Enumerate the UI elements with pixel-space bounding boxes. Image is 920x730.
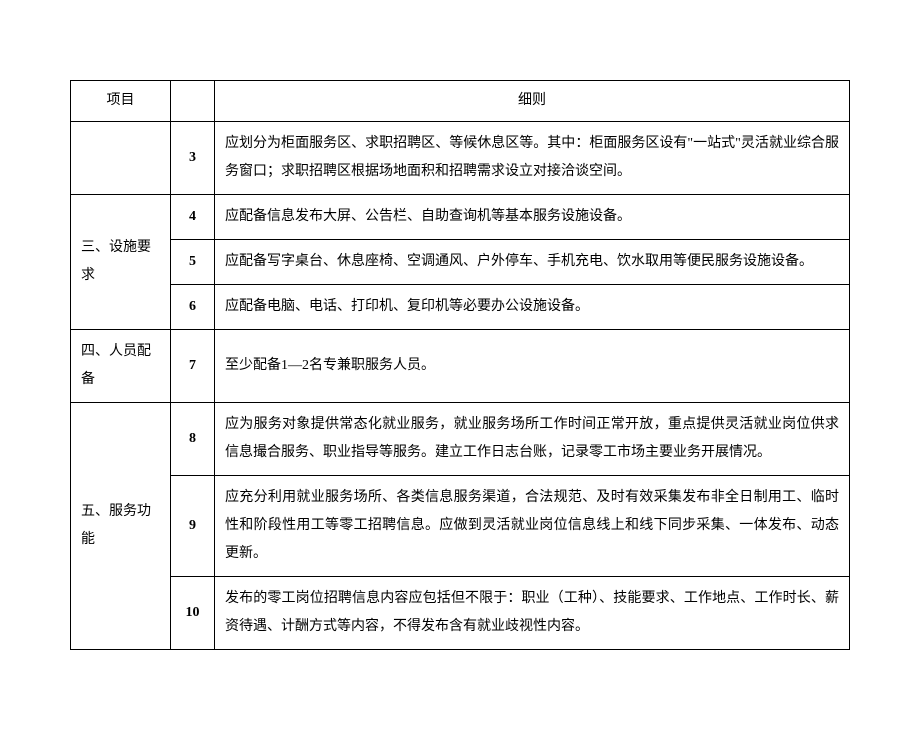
- table-row: 五、服务功能 8 应为服务对象提供常态化就业服务，就业服务场所工作时间正常开放，…: [71, 403, 850, 476]
- project-cell: 四、人员配备: [71, 330, 171, 403]
- table-row: 3 应划分为柜面服务区、求职招聘区、等候休息区等。其中：柜面服务区设有"一站式"…: [71, 122, 850, 195]
- table-row: 5 应配备写字桌台、休息座椅、空调通风、户外停车、手机充电、饮水取用等便民服务设…: [71, 240, 850, 285]
- num-cell: 10: [171, 577, 215, 650]
- detail-cell: 应为服务对象提供常态化就业服务，就业服务场所工作时间正常开放，重点提供灵活就业岗…: [215, 403, 850, 476]
- project-cell: [71, 122, 171, 195]
- header-row: 项目 细则: [71, 81, 850, 122]
- header-detail: 细则: [215, 81, 850, 122]
- detail-cell: 发布的零工岗位招聘信息内容应包括但不限于：职业（工种）、技能要求、工作地点、工作…: [215, 577, 850, 650]
- table-row: 三、设施要求 4 应配备信息发布大屏、公告栏、自助查询机等基本服务设施设备。: [71, 195, 850, 240]
- num-cell: 3: [171, 122, 215, 195]
- header-num-blank: [171, 81, 215, 122]
- detail-cell: 应配备电脑、电话、打印机、复印机等必要办公设施设备。: [215, 285, 850, 330]
- project-cell: 三、设施要求: [71, 195, 171, 330]
- table-row: 9 应充分利用就业服务场所、各类信息服务渠道，合法规范、及时有效采集发布非全日制…: [71, 476, 850, 577]
- num-cell: 4: [171, 195, 215, 240]
- detail-cell: 应配备信息发布大屏、公告栏、自助查询机等基本服务设施设备。: [215, 195, 850, 240]
- num-cell: 7: [171, 330, 215, 403]
- num-cell: 8: [171, 403, 215, 476]
- table-row: 四、人员配备 7 至少配备1—2名专兼职服务人员。: [71, 330, 850, 403]
- table-row: 10 发布的零工岗位招聘信息内容应包括但不限于：职业（工种）、技能要求、工作地点…: [71, 577, 850, 650]
- detail-cell: 应划分为柜面服务区、求职招聘区、等候休息区等。其中：柜面服务区设有"一站式"灵活…: [215, 122, 850, 195]
- table-row: 6 应配备电脑、电话、打印机、复印机等必要办公设施设备。: [71, 285, 850, 330]
- detail-cell: 应配备写字桌台、休息座椅、空调通风、户外停车、手机充电、饮水取用等便民服务设施设…: [215, 240, 850, 285]
- detail-cell: 至少配备1—2名专兼职服务人员。: [215, 330, 850, 403]
- num-cell: 6: [171, 285, 215, 330]
- project-cell: 五、服务功能: [71, 403, 171, 650]
- header-project: 项目: [71, 81, 171, 122]
- spec-table: 项目 细则 3 应划分为柜面服务区、求职招聘区、等候休息区等。其中：柜面服务区设…: [70, 80, 850, 650]
- num-cell: 5: [171, 240, 215, 285]
- detail-cell: 应充分利用就业服务场所、各类信息服务渠道，合法规范、及时有效采集发布非全日制用工…: [215, 476, 850, 577]
- num-cell: 9: [171, 476, 215, 577]
